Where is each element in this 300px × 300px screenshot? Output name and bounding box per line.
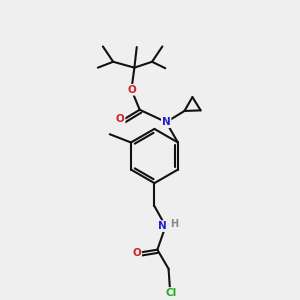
Text: O: O	[127, 85, 136, 95]
Text: N: N	[158, 221, 167, 231]
Text: Cl: Cl	[166, 288, 177, 298]
Text: O: O	[132, 248, 141, 258]
Text: N: N	[162, 117, 171, 127]
Text: H: H	[170, 219, 178, 229]
Text: O: O	[116, 115, 124, 124]
